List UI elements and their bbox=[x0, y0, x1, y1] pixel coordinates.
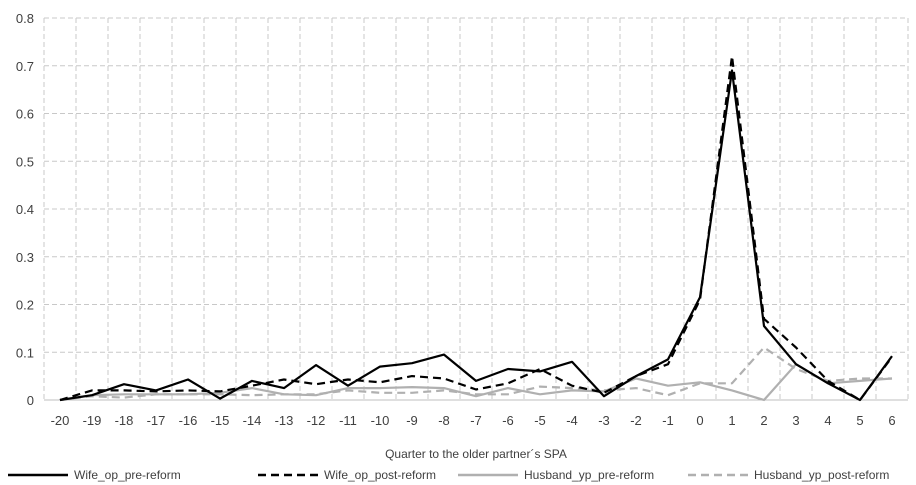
x-tick-label: -17 bbox=[147, 413, 166, 428]
x-tick-label: -6 bbox=[502, 413, 514, 428]
x-tick-label: -5 bbox=[534, 413, 546, 428]
y-axis-ticks: 0 0.1 0.2 0.3 0.4 0.5 0.6 0.7 0.8 bbox=[16, 11, 34, 408]
y-tick-label: 0.8 bbox=[16, 11, 34, 26]
x-tick-label: -12 bbox=[307, 413, 326, 428]
x-tick-label: -18 bbox=[115, 413, 134, 428]
legend-label: Husband_yp_post-reform bbox=[754, 468, 889, 482]
y-tick-label: 0.1 bbox=[16, 345, 34, 360]
x-tick-label: -16 bbox=[179, 413, 198, 428]
x-axis-title: Quarter to the older partner´s SPA bbox=[385, 447, 567, 461]
legend-label: Husband_yp_pre-reform bbox=[524, 468, 654, 482]
series-lines bbox=[59, 55, 893, 402]
x-tick-label: -20 bbox=[51, 413, 70, 428]
x-tick-label: -4 bbox=[566, 413, 578, 428]
y-tick-label: 0.7 bbox=[16, 59, 34, 74]
x-tick-label: -15 bbox=[211, 413, 230, 428]
legend-label: Wife_op_post-reform bbox=[324, 468, 436, 482]
y-tick-label: 0 bbox=[27, 393, 34, 408]
legend: Wife_op_pre-reform Wife_op_post-reform Hus… bbox=[8, 468, 889, 482]
x-tick-label: 5 bbox=[856, 413, 863, 428]
y-tick-label: 0.5 bbox=[16, 154, 34, 169]
y-tick-label: 0.2 bbox=[16, 298, 34, 313]
x-tick-label: 6 bbox=[888, 413, 895, 428]
grid-lines bbox=[43, 17, 909, 400]
series-line-wife-op-post-reform bbox=[59, 55, 893, 402]
series-line-husband-yp-pre-reform bbox=[59, 363, 893, 402]
x-tick-label: -9 bbox=[406, 413, 418, 428]
x-tick-label: 0 bbox=[696, 413, 703, 428]
legend-label: Wife_op_pre-reform bbox=[74, 468, 181, 482]
x-tick-label: 3 bbox=[792, 413, 799, 428]
y-tick-label: 0.6 bbox=[16, 107, 34, 122]
x-tick-label: -10 bbox=[371, 413, 390, 428]
series-line-wife-op-pre-reform bbox=[59, 69, 893, 402]
x-tick-label: -11 bbox=[339, 413, 357, 428]
y-tick-label: 0.3 bbox=[16, 250, 34, 265]
x-tick-label: -14 bbox=[243, 413, 262, 428]
x-tick-label: -3 bbox=[598, 413, 610, 428]
x-tick-label: -13 bbox=[275, 413, 294, 428]
x-tick-label: -8 bbox=[438, 413, 450, 428]
x-tick-label: -1 bbox=[662, 413, 674, 428]
series-line-husband-yp-post-reform bbox=[59, 346, 892, 402]
x-tick-label: -7 bbox=[470, 413, 482, 428]
x-tick-label: 4 bbox=[824, 413, 831, 428]
x-tick-label: 1 bbox=[728, 413, 735, 428]
x-tick-label: -2 bbox=[630, 413, 642, 428]
x-axis-ticks: -20 -19 -18 -17 -16 -15 -14 -13 -12 -11 -10 -9 -8 -7-… bbox=[51, 413, 896, 428]
y-tick-label: 0.4 bbox=[16, 202, 34, 217]
x-tick-label: -19 bbox=[83, 413, 102, 428]
x-tick-label: 2 bbox=[760, 413, 767, 428]
